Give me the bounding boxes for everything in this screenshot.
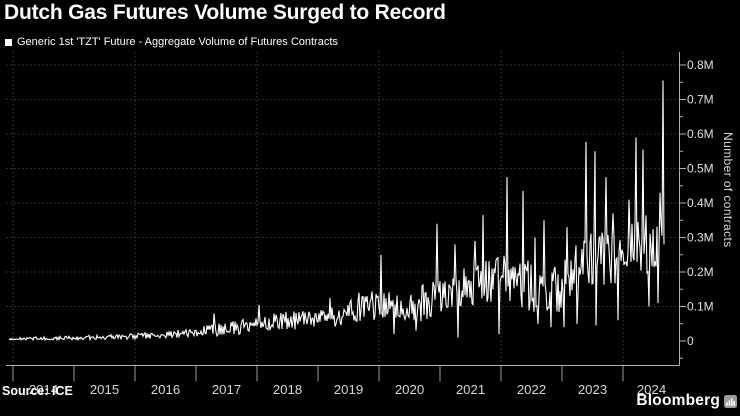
y-tick-label: 0.2M <box>687 265 714 279</box>
year-label: 2023 <box>578 382 607 397</box>
y-tick-label: 0.8M <box>687 58 714 72</box>
legend: Generic 1st 'TZT' Future - Aggregate Vol… <box>5 36 338 48</box>
bloomberg-bars-icon <box>724 394 737 408</box>
chart-title: Dutch Gas Futures Volume Surged to Recor… <box>4 1 446 24</box>
year-label: 2024 <box>637 382 666 397</box>
year-label: 2017 <box>212 382 241 397</box>
legend-label: Generic 1st 'TZT' Future - Aggregate Vol… <box>17 36 338 48</box>
y-tick-label: 0.1M <box>687 300 714 314</box>
year-label: 2021 <box>456 382 485 397</box>
y-tick-label: 0.6M <box>687 127 714 141</box>
y-tick-label: 0.3M <box>687 231 714 245</box>
y-tick-label: 0.5M <box>687 162 714 176</box>
year-label: 2014 <box>29 382 58 397</box>
bloomberg-logo: Bloomberg <box>636 392 737 410</box>
y-tick-label: 0.7M <box>687 93 714 107</box>
year-label: 2019 <box>334 382 363 397</box>
year-label: 2018 <box>273 382 302 397</box>
y-axis-title: Number of contracts <box>721 132 735 248</box>
year-label: 2016 <box>151 382 180 397</box>
source-label: Source: ICE <box>2 384 73 398</box>
year-label: 2022 <box>517 382 546 397</box>
y-tick-label: 0 <box>687 334 694 348</box>
year-label: 2015 <box>90 382 119 397</box>
bloomberg-wordmark: Bloomberg <box>636 392 720 409</box>
y-tick-label: 0.4M <box>687 196 714 210</box>
volume-line-series <box>8 80 665 342</box>
legend-swatch-icon <box>5 38 12 46</box>
year-label: 2020 <box>395 382 424 397</box>
